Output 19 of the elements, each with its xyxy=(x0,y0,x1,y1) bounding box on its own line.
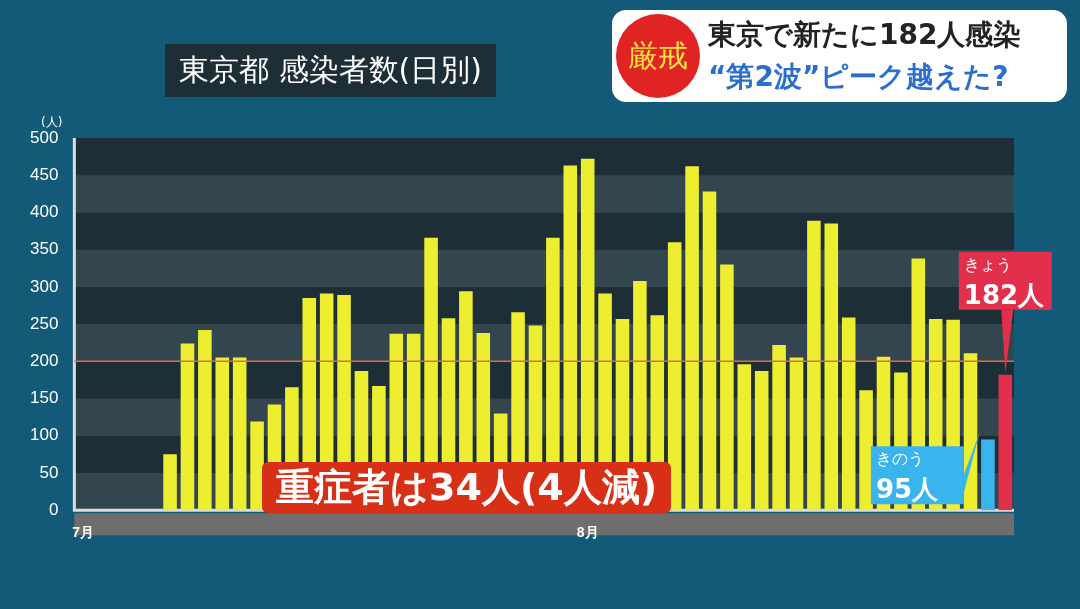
data-label: きのう 95人 xyxy=(875,449,940,505)
chart-title: 東京都 感染者数(日別) xyxy=(165,44,496,97)
text: “第2波”ピーク越えた? xyxy=(708,59,1009,95)
y-tick-label: 50 xyxy=(39,462,59,482)
y-tick-label: 450 xyxy=(29,164,59,184)
y-tick-label: 100 xyxy=(29,425,59,445)
annotation: 重症者は34人(4人減) xyxy=(262,462,672,513)
y-tick-label: 250 xyxy=(29,313,59,333)
y-tick-label: 350 xyxy=(29,239,59,259)
y-tick-label: 500 xyxy=(29,127,59,147)
y-tick-label: 300 xyxy=(29,276,59,296)
y-tick-label: 200 xyxy=(29,351,59,371)
y-tick-label: 0 xyxy=(48,499,59,519)
y-axis-title: (人) xyxy=(40,115,63,129)
y-tick-label: 150 xyxy=(29,388,59,408)
text: 東京で新たに182人感染 xyxy=(708,17,1022,53)
y-tick-label: 400 xyxy=(29,202,59,222)
data-label: きょう 182人 xyxy=(963,254,1046,310)
text: 厳戒 xyxy=(616,14,700,98)
